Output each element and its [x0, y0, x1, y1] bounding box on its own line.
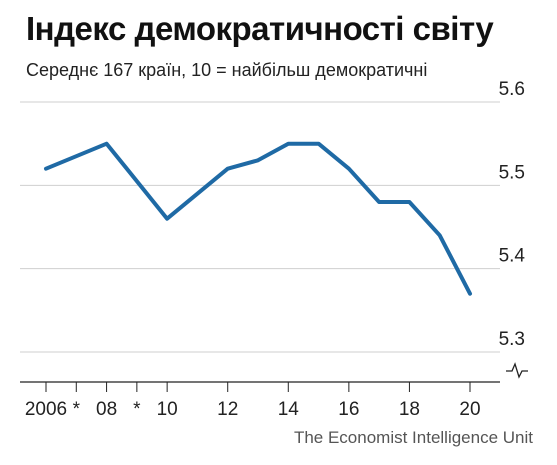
y-tick-label: 5.4	[499, 246, 526, 267]
y-tick-label: 5.6	[499, 79, 525, 100]
x-tick-label: 18	[399, 399, 420, 420]
x-tick-label: *	[133, 399, 141, 420]
chart-subtitle: Середнє 167 країн, 10 = найбільш демокра…	[26, 60, 428, 80]
series-line	[44, 141, 472, 296]
chart-title: Індекс демократичності світу	[26, 10, 494, 47]
x-tick-label: 14	[278, 399, 300, 420]
x-tick-label: *	[73, 399, 81, 420]
x-tick-label: 12	[217, 399, 238, 420]
y-tick-label: 5.5	[499, 162, 525, 183]
axis-break-symbol	[506, 362, 528, 379]
x-tick-label: 20	[459, 399, 480, 420]
x-tick-label: 10	[157, 399, 178, 420]
x-tick-label: 2006	[25, 399, 67, 420]
x-tick-label: 08	[96, 399, 117, 420]
x-tick-label: 16	[338, 399, 359, 420]
source-note: The Economist Intelligence Unit	[293, 428, 533, 447]
y-tick-label: 5.3	[499, 329, 525, 350]
